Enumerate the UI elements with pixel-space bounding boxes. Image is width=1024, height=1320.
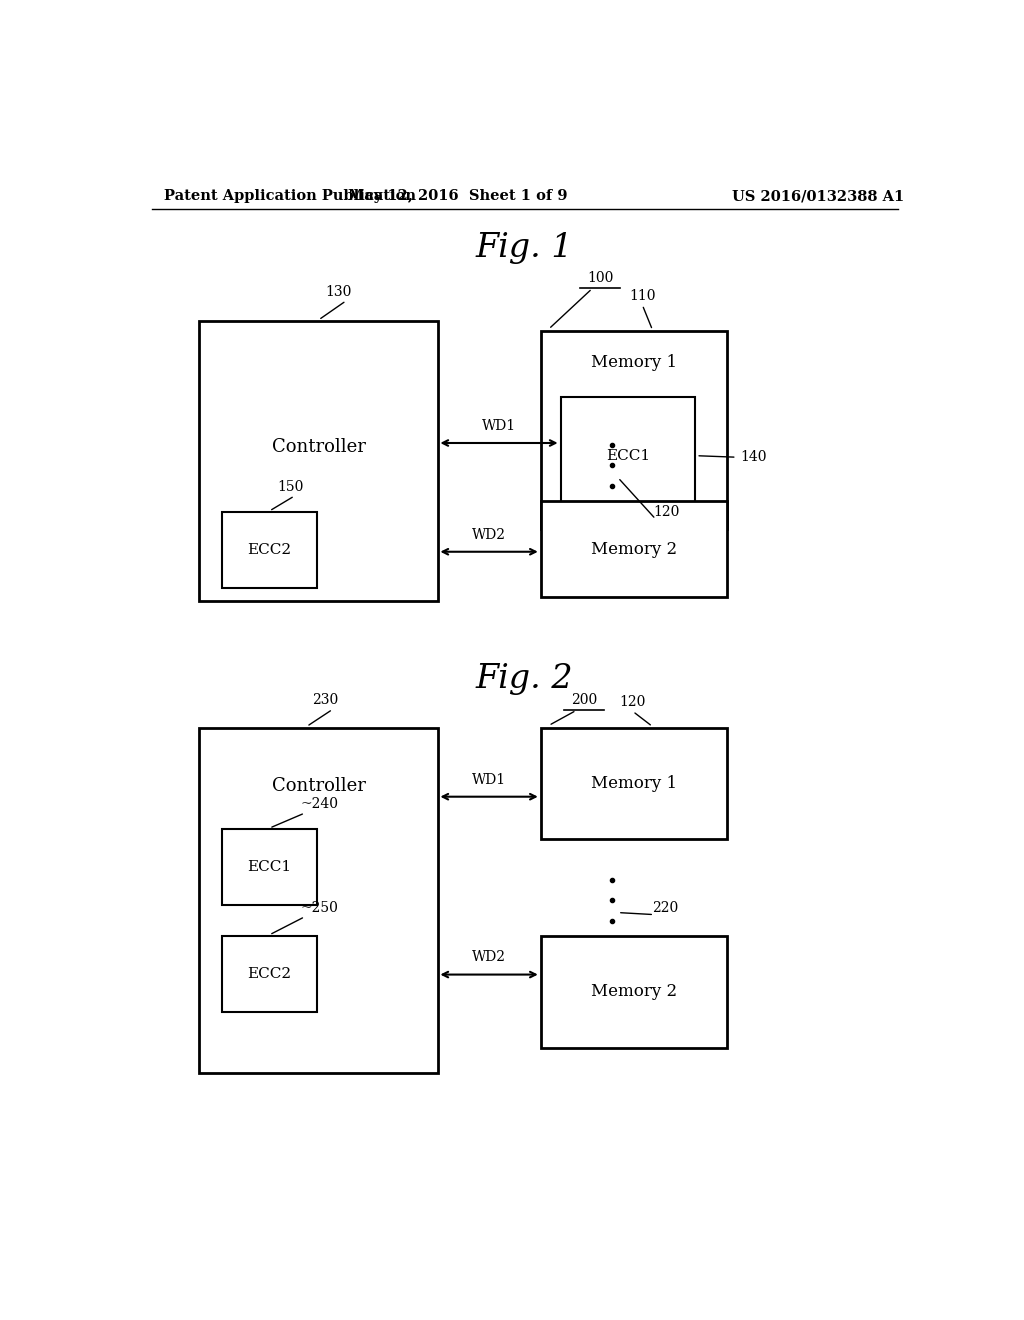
Text: US 2016/0132388 A1: US 2016/0132388 A1 bbox=[732, 189, 904, 203]
Bar bbox=[221, 829, 316, 906]
Text: 200: 200 bbox=[571, 693, 597, 708]
Text: ECC2: ECC2 bbox=[247, 968, 291, 981]
Text: May 12, 2016  Sheet 1 of 9: May 12, 2016 Sheet 1 of 9 bbox=[347, 189, 567, 203]
Bar bbox=[221, 512, 316, 589]
Bar bbox=[200, 321, 437, 601]
Text: Fig. 2: Fig. 2 bbox=[476, 663, 573, 694]
Text: ~240: ~240 bbox=[300, 797, 338, 810]
Text: Fig. 1: Fig. 1 bbox=[476, 232, 573, 264]
Text: Patent Application Publication: Patent Application Publication bbox=[164, 189, 416, 203]
Text: ECC1: ECC1 bbox=[606, 449, 650, 463]
Text: WD1: WD1 bbox=[482, 418, 516, 433]
Bar bbox=[200, 727, 437, 1073]
Text: ECC2: ECC2 bbox=[247, 544, 291, 557]
Bar bbox=[560, 397, 695, 515]
Text: Memory 1: Memory 1 bbox=[591, 775, 677, 792]
Text: 150: 150 bbox=[278, 479, 304, 494]
Text: 100: 100 bbox=[587, 272, 613, 285]
Bar bbox=[221, 936, 316, 1012]
Text: WD2: WD2 bbox=[472, 950, 506, 965]
Text: Controller: Controller bbox=[271, 777, 366, 796]
Text: Controller: Controller bbox=[271, 438, 366, 455]
Text: 120: 120 bbox=[620, 696, 646, 709]
Text: 230: 230 bbox=[311, 693, 338, 708]
Bar bbox=[541, 936, 727, 1048]
Bar bbox=[541, 500, 727, 598]
Text: WD1: WD1 bbox=[472, 772, 506, 787]
Text: ~250: ~250 bbox=[300, 900, 338, 915]
Text: Memory 1: Memory 1 bbox=[591, 354, 677, 371]
Text: 120: 120 bbox=[653, 506, 680, 519]
Text: Memory 2: Memory 2 bbox=[591, 541, 677, 558]
Text: 110: 110 bbox=[629, 289, 655, 302]
Bar bbox=[541, 331, 727, 529]
Text: WD2: WD2 bbox=[472, 528, 506, 541]
Text: 220: 220 bbox=[652, 900, 678, 915]
Text: Memory 2: Memory 2 bbox=[591, 983, 677, 1001]
Text: 130: 130 bbox=[325, 285, 351, 298]
Text: 140: 140 bbox=[740, 450, 767, 465]
Text: ECC1: ECC1 bbox=[247, 861, 291, 874]
Bar bbox=[541, 727, 727, 840]
